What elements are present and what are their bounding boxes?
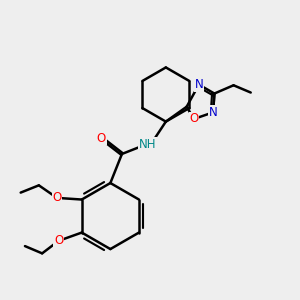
Text: O: O: [189, 112, 199, 125]
Text: NH: NH: [139, 138, 156, 151]
Text: O: O: [54, 234, 63, 247]
Text: N: N: [194, 78, 203, 91]
Text: O: O: [52, 191, 62, 204]
Text: N: N: [209, 106, 218, 119]
Text: O: O: [97, 132, 106, 145]
